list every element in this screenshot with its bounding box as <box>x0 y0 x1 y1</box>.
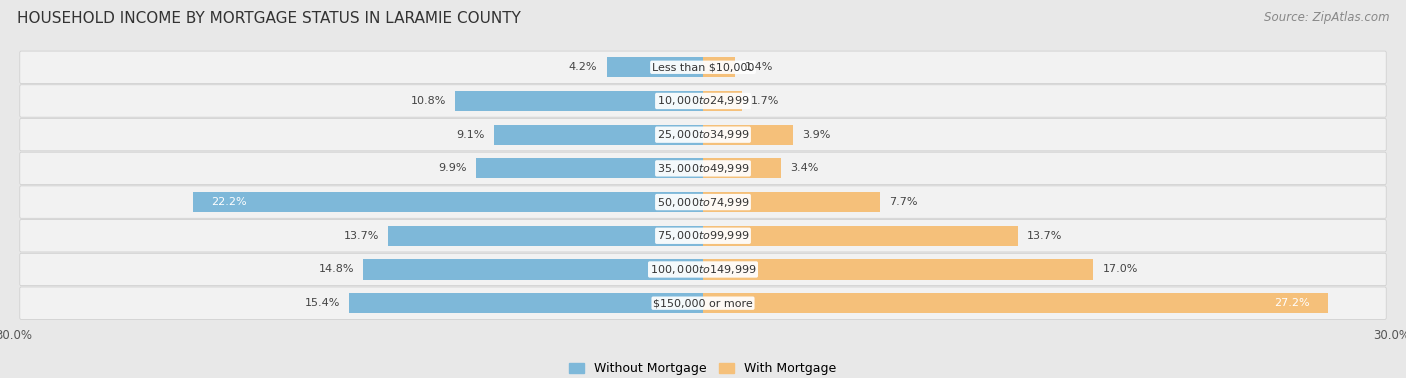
Text: 3.4%: 3.4% <box>790 163 818 174</box>
Text: 14.8%: 14.8% <box>318 265 354 274</box>
Text: $50,000 to $74,999: $50,000 to $74,999 <box>657 195 749 209</box>
Text: $25,000 to $34,999: $25,000 to $34,999 <box>657 128 749 141</box>
Text: $10,000 to $24,999: $10,000 to $24,999 <box>657 94 749 107</box>
Bar <box>703 192 880 212</box>
FancyBboxPatch shape <box>20 253 1386 286</box>
Text: $150,000 or more: $150,000 or more <box>654 298 752 308</box>
Bar <box>703 259 1094 280</box>
Text: 4.2%: 4.2% <box>569 62 598 72</box>
Text: HOUSEHOLD INCOME BY MORTGAGE STATUS IN LARAMIE COUNTY: HOUSEHOLD INCOME BY MORTGAGE STATUS IN L… <box>17 11 520 26</box>
Bar <box>193 192 703 212</box>
FancyBboxPatch shape <box>20 287 1386 319</box>
Bar <box>494 125 703 145</box>
Bar <box>703 91 742 111</box>
FancyBboxPatch shape <box>20 152 1386 184</box>
Text: 7.7%: 7.7% <box>889 197 918 207</box>
Text: 27.2%: 27.2% <box>1274 298 1309 308</box>
Bar <box>703 226 1018 246</box>
Text: 13.7%: 13.7% <box>344 231 380 241</box>
Text: $100,000 to $149,999: $100,000 to $149,999 <box>650 263 756 276</box>
Bar <box>703 293 1327 313</box>
Bar <box>703 158 782 178</box>
Text: 9.9%: 9.9% <box>437 163 467 174</box>
Text: 17.0%: 17.0% <box>1102 265 1137 274</box>
Bar <box>363 259 703 280</box>
Text: 15.4%: 15.4% <box>305 298 340 308</box>
FancyBboxPatch shape <box>20 186 1386 218</box>
Bar <box>606 57 703 77</box>
Text: $35,000 to $49,999: $35,000 to $49,999 <box>657 162 749 175</box>
Text: 13.7%: 13.7% <box>1026 231 1062 241</box>
FancyBboxPatch shape <box>20 85 1386 117</box>
Bar <box>703 57 735 77</box>
Text: 9.1%: 9.1% <box>457 130 485 139</box>
Text: 1.7%: 1.7% <box>751 96 779 106</box>
FancyBboxPatch shape <box>20 118 1386 151</box>
Bar <box>703 125 793 145</box>
Text: 22.2%: 22.2% <box>211 197 247 207</box>
Text: Less than $10,000: Less than $10,000 <box>652 62 754 72</box>
FancyBboxPatch shape <box>20 51 1386 84</box>
Text: 10.8%: 10.8% <box>411 96 446 106</box>
Text: 3.9%: 3.9% <box>801 130 830 139</box>
Legend: Without Mortgage, With Mortgage: Without Mortgage, With Mortgage <box>564 357 842 378</box>
FancyBboxPatch shape <box>20 220 1386 252</box>
Bar <box>475 158 703 178</box>
Text: Source: ZipAtlas.com: Source: ZipAtlas.com <box>1264 11 1389 24</box>
Bar <box>349 293 703 313</box>
Bar <box>388 226 703 246</box>
Bar <box>456 91 703 111</box>
Text: $75,000 to $99,999: $75,000 to $99,999 <box>657 229 749 242</box>
Text: 1.4%: 1.4% <box>744 62 773 72</box>
